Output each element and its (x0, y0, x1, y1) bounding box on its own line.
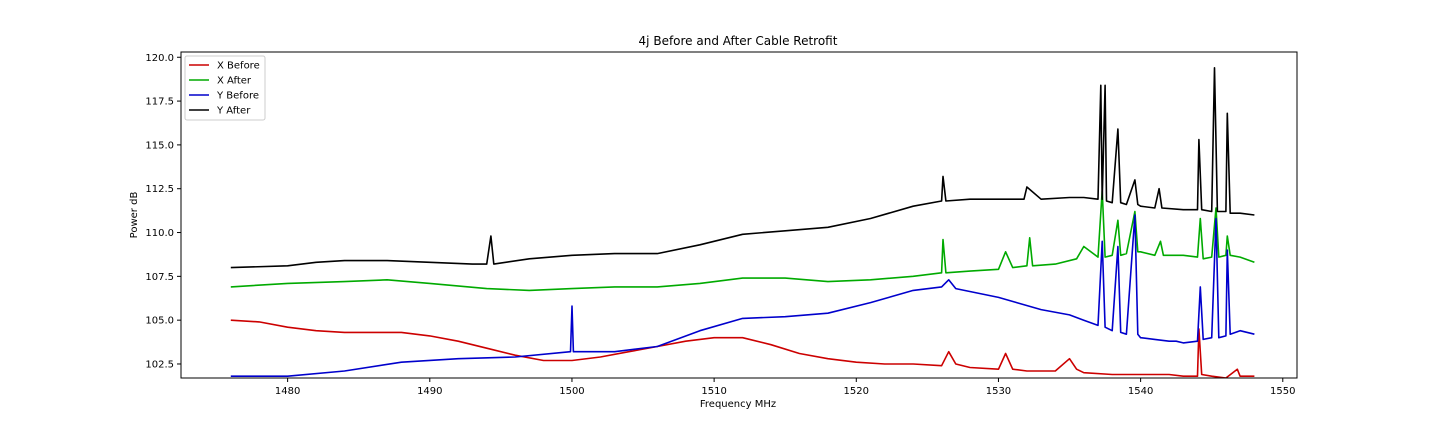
series-line-x-after (230, 189, 1255, 292)
legend: X Before X After Y Before Y After (184, 55, 266, 121)
x-axis: 1480 1490 1500 1510 1520 1530 1540 1550 (275, 378, 1296, 397)
legend-label: Y Before (216, 91, 259, 102)
chart-title: 4j Before and After Cable Retrofit (639, 34, 838, 48)
x-tick-label: 1500 (559, 386, 584, 397)
plot-area (230, 67, 1255, 378)
y-tick-label: 105.0 (145, 316, 174, 327)
legend-label: X Before (217, 61, 260, 72)
x-axis-label: Frequency MHz (700, 399, 776, 410)
x-tick-label: 1530 (986, 386, 1011, 397)
x-tick-label: 1550 (1270, 386, 1295, 397)
y-tick-label: 117.5 (145, 97, 174, 108)
y-tick-label: 110.0 (145, 228, 174, 239)
legend-box (184, 55, 266, 121)
series-line-y-before (230, 214, 1255, 378)
plot-frame (180, 51, 1298, 379)
series-line-x-before (230, 319, 1255, 378)
y-tick-label: 112.5 (145, 184, 174, 195)
x-tick-label: 1490 (417, 386, 442, 397)
legend-label: Y After (216, 106, 251, 117)
y-tick-label: 115.0 (145, 140, 174, 151)
x-tick-label: 1480 (275, 386, 300, 397)
y-tick-label: 102.5 (145, 359, 174, 370)
series-line-y-after (230, 67, 1255, 269)
x-tick-label: 1510 (701, 386, 726, 397)
y-axis: 102.5 105.0 107.5 110.0 112.5 115.0 117.5 120.0 (145, 53, 181, 370)
y-axis-label: Power dB (129, 192, 140, 239)
y-tick-label: 107.5 (145, 272, 174, 283)
legend-label: X After (217, 76, 252, 87)
x-tick-label: 1540 (1128, 386, 1153, 397)
y-tick-label: 120.0 (145, 53, 174, 64)
x-tick-label: 1520 (844, 386, 869, 397)
